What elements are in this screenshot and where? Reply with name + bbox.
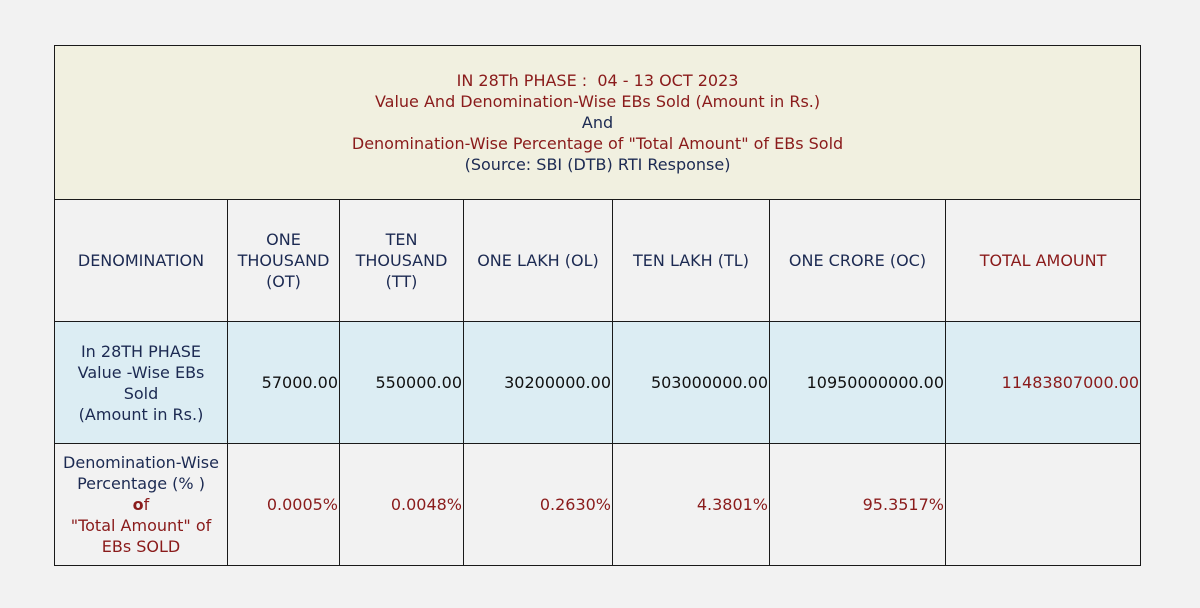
value-row: In 28TH PHASE Value -Wise EBs Sold (Amou… — [54, 321, 1142, 444]
value-tt: 550000.00 — [339, 321, 464, 444]
table-container: IN 28Th PHASE : 04 - 13 OCT 2023 Value A… — [53, 45, 1142, 566]
title-line-4: Denomination-Wise Percentage of "Total A… — [351, 134, 844, 153]
percent-row-label: Denomination-Wise Percentage (% ) of "To… — [54, 443, 228, 566]
col-one-crore: ONE CRORE (OC) — [769, 199, 946, 322]
title-line-3: And — [581, 113, 614, 132]
value-oc: 10950000000.00 — [769, 321, 946, 444]
value-ot: 57000.00 — [227, 321, 340, 444]
percent-tt: 0.0048% — [339, 443, 464, 566]
percent-total — [944, 443, 1142, 566]
col-denomination: DENOMINATION — [54, 199, 228, 322]
eb-sales-table: IN 28Th PHASE : 04 - 13 OCT 2023 Value A… — [53, 45, 1142, 566]
value-total: 11483807000.00 — [944, 321, 1142, 444]
value-ol: 30200000.00 — [463, 321, 613, 444]
percent-row: Denomination-Wise Percentage (% ) of "To… — [54, 443, 1142, 566]
col-total-amount: TOTAL AMOUNT — [944, 199, 1142, 322]
column-header-row: DENOMINATION ONE THOUSAND (OT) TEN THOUS… — [54, 199, 1142, 322]
col-one-thousand: ONE THOUSAND (OT) — [227, 199, 340, 322]
col-one-lakh: ONE LAKH (OL) — [463, 199, 613, 322]
title-line-5: (Source: SBI (DTB) RTI Response) — [464, 155, 731, 174]
title-line-2: Value And Denomination-Wise EBs Sold (Am… — [374, 92, 821, 111]
percent-ot: 0.0005% — [227, 443, 340, 566]
col-ten-lakh: TEN LAKH (TL) — [612, 199, 770, 322]
table-header-row: IN 28Th PHASE : 04 - 13 OCT 2023 Value A… — [53, 45, 1142, 200]
percent-tl: 4.3801% — [612, 443, 770, 566]
col-ten-thousand: TEN THOUSAND (TT) — [339, 199, 464, 322]
table-title-cell: IN 28Th PHASE : 04 - 13 OCT 2023 Value A… — [53, 45, 1142, 200]
percent-ol: 0.2630% — [463, 443, 613, 566]
percent-oc: 95.3517% — [769, 443, 946, 566]
value-tl: 503000000.00 — [612, 321, 770, 444]
title-line-1: IN 28Th PHASE : 04 - 13 OCT 2023 — [456, 71, 739, 90]
value-row-label: In 28TH PHASE Value -Wise EBs Sold (Amou… — [54, 321, 228, 444]
